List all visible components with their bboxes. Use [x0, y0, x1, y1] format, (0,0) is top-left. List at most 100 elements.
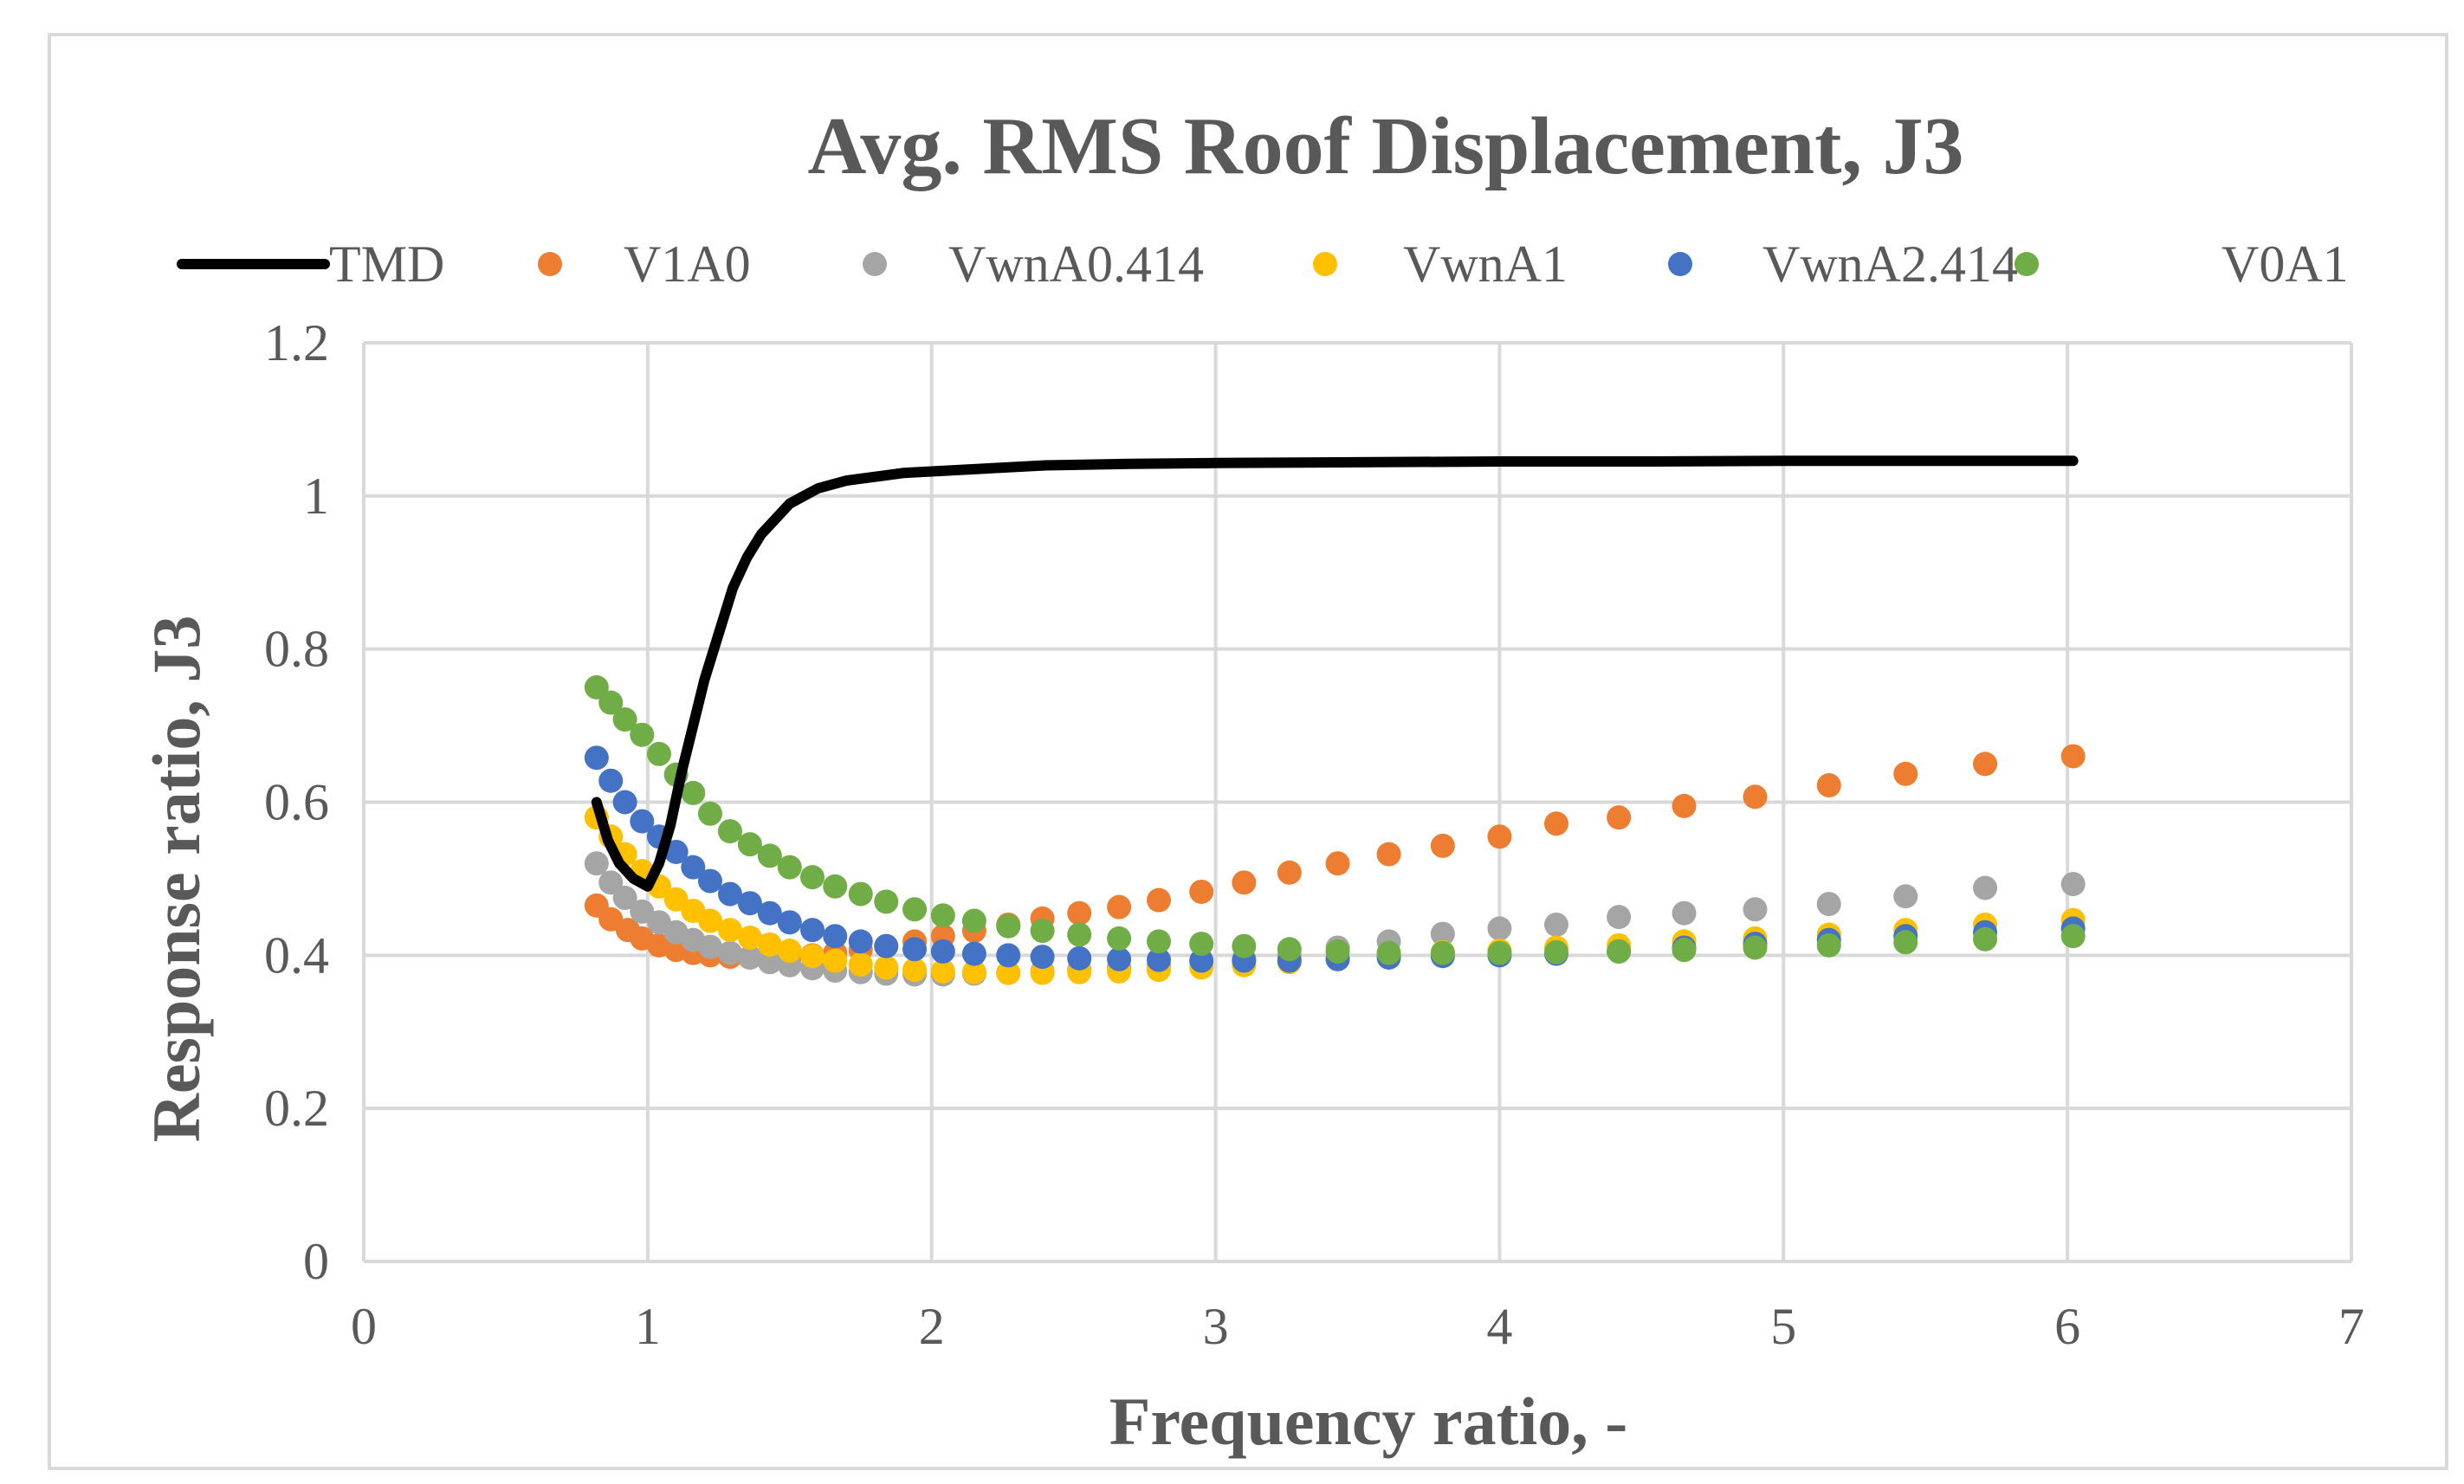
vwna1-point [961, 959, 986, 984]
v1a0-point [1816, 773, 1841, 798]
vwna0-414-point [2060, 872, 2086, 897]
v1a0-point [1232, 870, 1257, 895]
v0a1-point [848, 881, 873, 907]
x-tick-label: 2 [919, 1298, 945, 1355]
axes [362, 343, 2351, 1263]
vwna1-point [848, 952, 873, 977]
vwna1-point [777, 939, 802, 964]
v1a0-point [1487, 824, 1512, 849]
legend-vwna1-swatch [1313, 252, 1337, 276]
plot-series [584, 455, 2086, 987]
vwna2-414-point [874, 933, 899, 958]
vwna2-414-point [630, 809, 655, 834]
v0a1-point [612, 707, 637, 732]
v0a1-point [737, 832, 762, 857]
v0a1-point [777, 855, 802, 880]
vwna0-414-point [1973, 875, 1998, 900]
vwna1-point [823, 948, 848, 973]
vwna2-414-point [1030, 945, 1055, 970]
v0a1-point [1147, 929, 1171, 954]
x-tick-labels: 0 1 2 3 4 5 6 7 [351, 1298, 2364, 1355]
vwna0-414-point [584, 851, 609, 876]
legend-vwna1-label: VwnA1 [1403, 236, 1568, 293]
vwna0-414-point [757, 950, 782, 975]
v1a0-point [1147, 887, 1171, 913]
v1a0-point [1973, 752, 1998, 777]
v0a1-point [2060, 924, 2086, 949]
v0a1-point [1189, 932, 1214, 957]
vwna2-414-point [961, 941, 986, 966]
v0a1-point [1607, 939, 1632, 964]
v0a1-point [646, 741, 671, 766]
v0a1-point [630, 722, 655, 747]
vwna2-414-point [584, 745, 609, 771]
vwna2-414-point [598, 768, 624, 793]
vwna0-414-point [1893, 884, 1918, 909]
vwna2-414-point [800, 918, 825, 943]
x-axis-title: Frequency ratio, - [1109, 1384, 1628, 1459]
vwna0-414-point [1430, 921, 1455, 946]
v0a1-point [1376, 940, 1401, 965]
vwna0-414-point [697, 934, 722, 959]
y-tick-label: 0.6 [264, 774, 329, 831]
v0a1-point [681, 780, 706, 805]
v0a1-point [1325, 939, 1350, 964]
v0a1-point [1067, 922, 1092, 947]
vwna2-414-point [777, 910, 802, 935]
legend-vwna2-414-swatch [1668, 252, 1692, 276]
legend-tmd-label: TMD [329, 236, 444, 293]
v1a0-point [1376, 842, 1401, 867]
legend-vwna0-414-label: VwnA0.414 [948, 236, 1204, 293]
y-tick-labels: 0 0.2 0.4 0.6 0.8 1 1.2 [264, 314, 329, 1290]
v1a0-point [1277, 860, 1302, 885]
vwna2-414-point [697, 868, 722, 894]
vwna2-414-point [1067, 945, 1092, 971]
vwna1-point [902, 958, 928, 983]
legend-v0a1-label: V0A1 [2221, 236, 2349, 293]
v0a1-point [1487, 940, 1512, 965]
vwna2-414-point [717, 881, 742, 907]
gridlines [364, 341, 2353, 1261]
v0a1-point [1743, 935, 1768, 960]
vwna0-414-point [1544, 912, 1568, 937]
v1a0-point [1893, 761, 1918, 786]
v0a1-point [1107, 926, 1132, 951]
v0a1-point [1430, 940, 1455, 965]
v0a1-point [757, 843, 782, 868]
vwna2-414-point [996, 943, 1021, 968]
v0a1-point [584, 674, 609, 700]
vwna2-414-point [663, 839, 689, 864]
x-tick-label: 5 [1770, 1298, 1796, 1355]
series-v0a1 [584, 674, 2086, 965]
v0a1-point [1816, 932, 1841, 958]
v0a1-point [996, 913, 1021, 939]
vwna0-414-point [1743, 897, 1768, 922]
x-tick-label: 4 [1486, 1298, 1512, 1355]
y-tick-label: 0.8 [264, 621, 329, 678]
legend-vwna0-414-swatch [863, 252, 887, 276]
tmd-line [591, 455, 2079, 892]
vwna1-point [717, 918, 742, 943]
vwna0-414-point [612, 886, 637, 911]
vwna0-414-point [737, 945, 762, 970]
x-tick-label: 0 [351, 1298, 377, 1355]
v1a0-point [2060, 744, 2086, 769]
v0a1-point [598, 690, 624, 715]
v1a0-point [1430, 833, 1455, 858]
x-tick-label: 7 [2338, 1298, 2364, 1355]
vwna2-414-point [681, 855, 706, 880]
vwna1-point [697, 908, 722, 933]
vwna2-414-point [612, 790, 637, 815]
legend-v1a0-swatch [538, 252, 562, 276]
vwna0-414-point [717, 940, 742, 965]
v0a1-point [1277, 937, 1302, 962]
vwna2-414-point [930, 939, 955, 964]
v0a1-point [961, 908, 986, 933]
v1a0-point [1743, 784, 1768, 810]
v1a0-point [1607, 805, 1632, 830]
v1a0-point [1672, 793, 1697, 818]
y-tick-label: 0 [303, 1233, 329, 1290]
y-tick-label: 1.2 [264, 314, 329, 371]
y-tick-label: 1 [303, 468, 329, 525]
